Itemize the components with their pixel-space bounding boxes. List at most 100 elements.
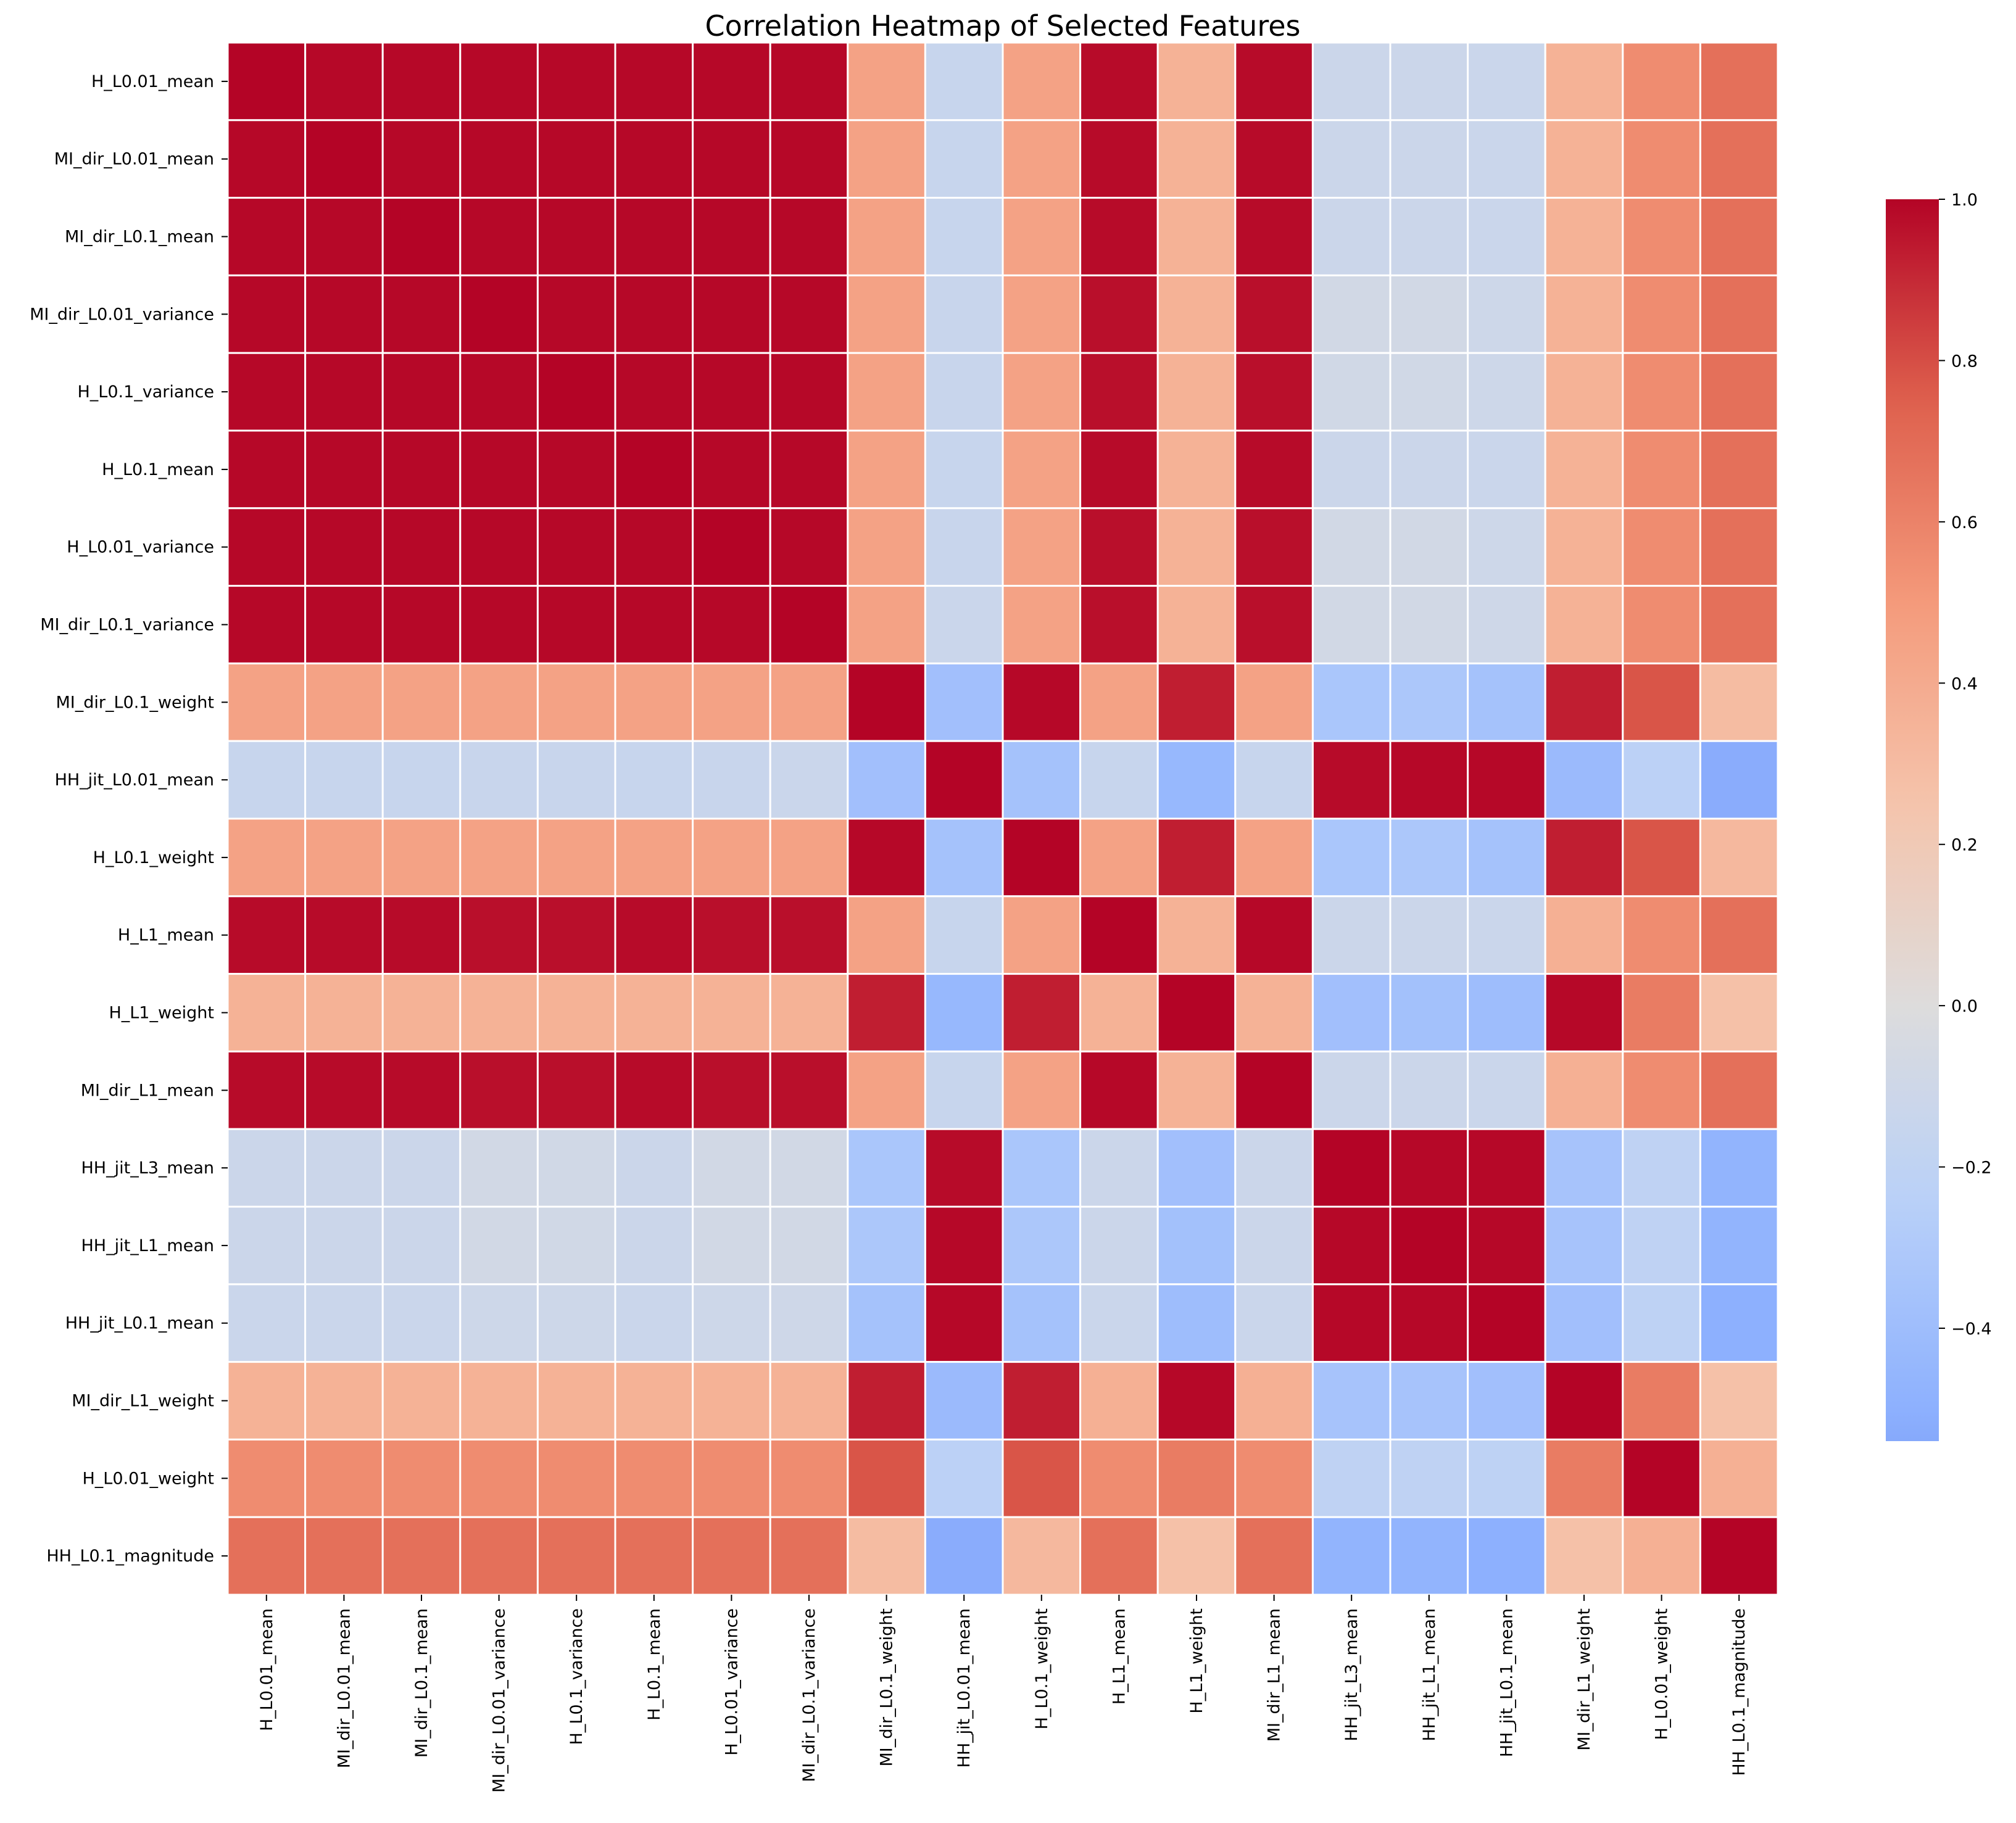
- heatmap-cell: [692, 1050, 771, 1130]
- heatmap-cell: [304, 895, 384, 975]
- heatmap-cell: [1002, 817, 1082, 898]
- heatmap-cell: [1234, 197, 1314, 276]
- heatmap-cell: [1311, 1361, 1392, 1441]
- row-labels: H_L0.01_mean MI_dir_L0.01_mean MI_dir_L0.1…: [30, 72, 228, 1566]
- row-label: H_L0.01_mean: [91, 72, 214, 91]
- heatmap-cell: [1622, 1128, 1701, 1208]
- heatmap-cell: [1467, 895, 1546, 975]
- heatmap-cell: [381, 197, 462, 276]
- heatmap-cell: [692, 1361, 771, 1441]
- heatmap-cell: [692, 1205, 771, 1286]
- heatmap-cell: [1079, 274, 1159, 354]
- heatmap-cell: [769, 119, 849, 199]
- heatmap-cell: [1079, 662, 1159, 742]
- heatmap-cell: [614, 429, 694, 510]
- heatmap-cell: [847, 1205, 926, 1286]
- heatmap-cell: [1544, 507, 1624, 587]
- heatmap-cell: [1544, 352, 1624, 432]
- heatmap-cell: [381, 817, 462, 898]
- heatmap-cell: [1156, 41, 1237, 122]
- heatmap-cell: [1002, 1205, 1082, 1286]
- heatmap-cell: [304, 1128, 384, 1208]
- heatmap-cell: [226, 1205, 307, 1286]
- heatmap-cell: [1234, 1205, 1314, 1286]
- heatmap-cell: [304, 119, 384, 199]
- heatmap-cell: [1002, 1516, 1082, 1596]
- heatmap-cell: [924, 274, 1004, 354]
- heatmap-cell: [1544, 1283, 1624, 1363]
- colorbar-tick-label: 1.0: [1951, 191, 1978, 210]
- heatmap-cell: [1156, 274, 1237, 354]
- heatmap-cell: [1389, 895, 1469, 975]
- heatmap-cell: [1699, 119, 1779, 199]
- heatmap-cell: [1234, 585, 1314, 664]
- heatmap-cell: [1467, 1438, 1546, 1518]
- heatmap-cell: [1156, 973, 1237, 1052]
- row-label: H_L0.1_mean: [102, 460, 214, 479]
- heatmap-cell: [1079, 1050, 1159, 1130]
- heatmap-cell: [1234, 274, 1314, 354]
- heatmap-cell: [769, 895, 849, 975]
- row-label: H_L0.1_weight: [93, 848, 214, 867]
- colorbar-tick-label: −0.2: [1951, 1159, 1992, 1178]
- heatmap-cell: [1079, 1516, 1159, 1596]
- heatmap-cell: [1002, 1361, 1082, 1441]
- heatmap-cell: [381, 507, 462, 587]
- heatmap-cell: [459, 429, 539, 510]
- heatmap-cell: [1156, 1283, 1237, 1363]
- heatmap-cell: [924, 1361, 1004, 1441]
- heatmap-cell: [536, 119, 616, 199]
- heatmap-cell: [1002, 585, 1082, 664]
- heatmap-cell: [769, 197, 849, 276]
- column-label: HH_jit_L1_mean: [1420, 1608, 1439, 1742]
- heatmap-cell: [692, 662, 771, 742]
- heatmap-cell: [1622, 1283, 1701, 1363]
- heatmap-cell: [1234, 1128, 1314, 1208]
- heatmap-cell: [1544, 1438, 1624, 1518]
- heatmap-cell: [847, 197, 926, 276]
- heatmap-cell: [614, 1361, 694, 1441]
- heatmap-cell: [1699, 274, 1779, 354]
- heatmap-cell: [1234, 1516, 1314, 1596]
- heatmap-cell: [769, 507, 849, 587]
- column-label: H_L0.1_variance: [567, 1608, 586, 1745]
- heatmap-cell: [1079, 973, 1159, 1052]
- heatmap-cell: [226, 1361, 307, 1441]
- heatmap-cell: [1002, 1283, 1082, 1363]
- heatmap-cell: [1156, 1438, 1237, 1518]
- heatmap-cell: [381, 740, 462, 820]
- chart-title: Correlation Heatmap of Selected Features: [705, 9, 1301, 43]
- column-label: MI_dir_L1_mean: [1265, 1608, 1284, 1742]
- heatmap-cell: [769, 41, 849, 122]
- heatmap-cell: [1156, 1205, 1237, 1286]
- heatmap-cell: [1156, 895, 1237, 975]
- heatmap-cell: [459, 740, 539, 820]
- heatmap-cell: [1389, 41, 1469, 122]
- heatmap-cell: [1389, 817, 1469, 898]
- heatmap-cell: [769, 1361, 849, 1441]
- heatmap-cell: [1002, 740, 1082, 820]
- heatmap-cell: [226, 1516, 307, 1596]
- heatmap-cell: [847, 429, 926, 510]
- heatmap-cell: [381, 1361, 462, 1441]
- heatmap-cell: [304, 1050, 384, 1130]
- heatmap-cell: [924, 1438, 1004, 1518]
- colorbar-gradient: [1886, 199, 1939, 1441]
- heatmap-cell: [692, 1516, 771, 1596]
- heatmap-cell: [1389, 507, 1469, 587]
- heatmap-cell: [459, 817, 539, 898]
- heatmap-cell: [536, 585, 616, 664]
- heatmap-cell: [1156, 197, 1237, 276]
- heatmap-cell: [536, 1205, 616, 1286]
- heatmap-cell: [536, 740, 616, 820]
- colorbar-tick-label: 0.6: [1951, 513, 1978, 532]
- heatmap-cell: [1622, 1361, 1701, 1441]
- heatmap-cell: [769, 817, 849, 898]
- heatmap-cell: [304, 1438, 384, 1518]
- heatmap-cell: [1622, 429, 1701, 510]
- heatmap-cell: [1002, 895, 1082, 975]
- heatmap-cell: [1467, 41, 1546, 122]
- heatmap-cell: [1389, 1050, 1469, 1130]
- heatmap-cell: [1544, 429, 1624, 510]
- heatmap-cell: [769, 1516, 849, 1596]
